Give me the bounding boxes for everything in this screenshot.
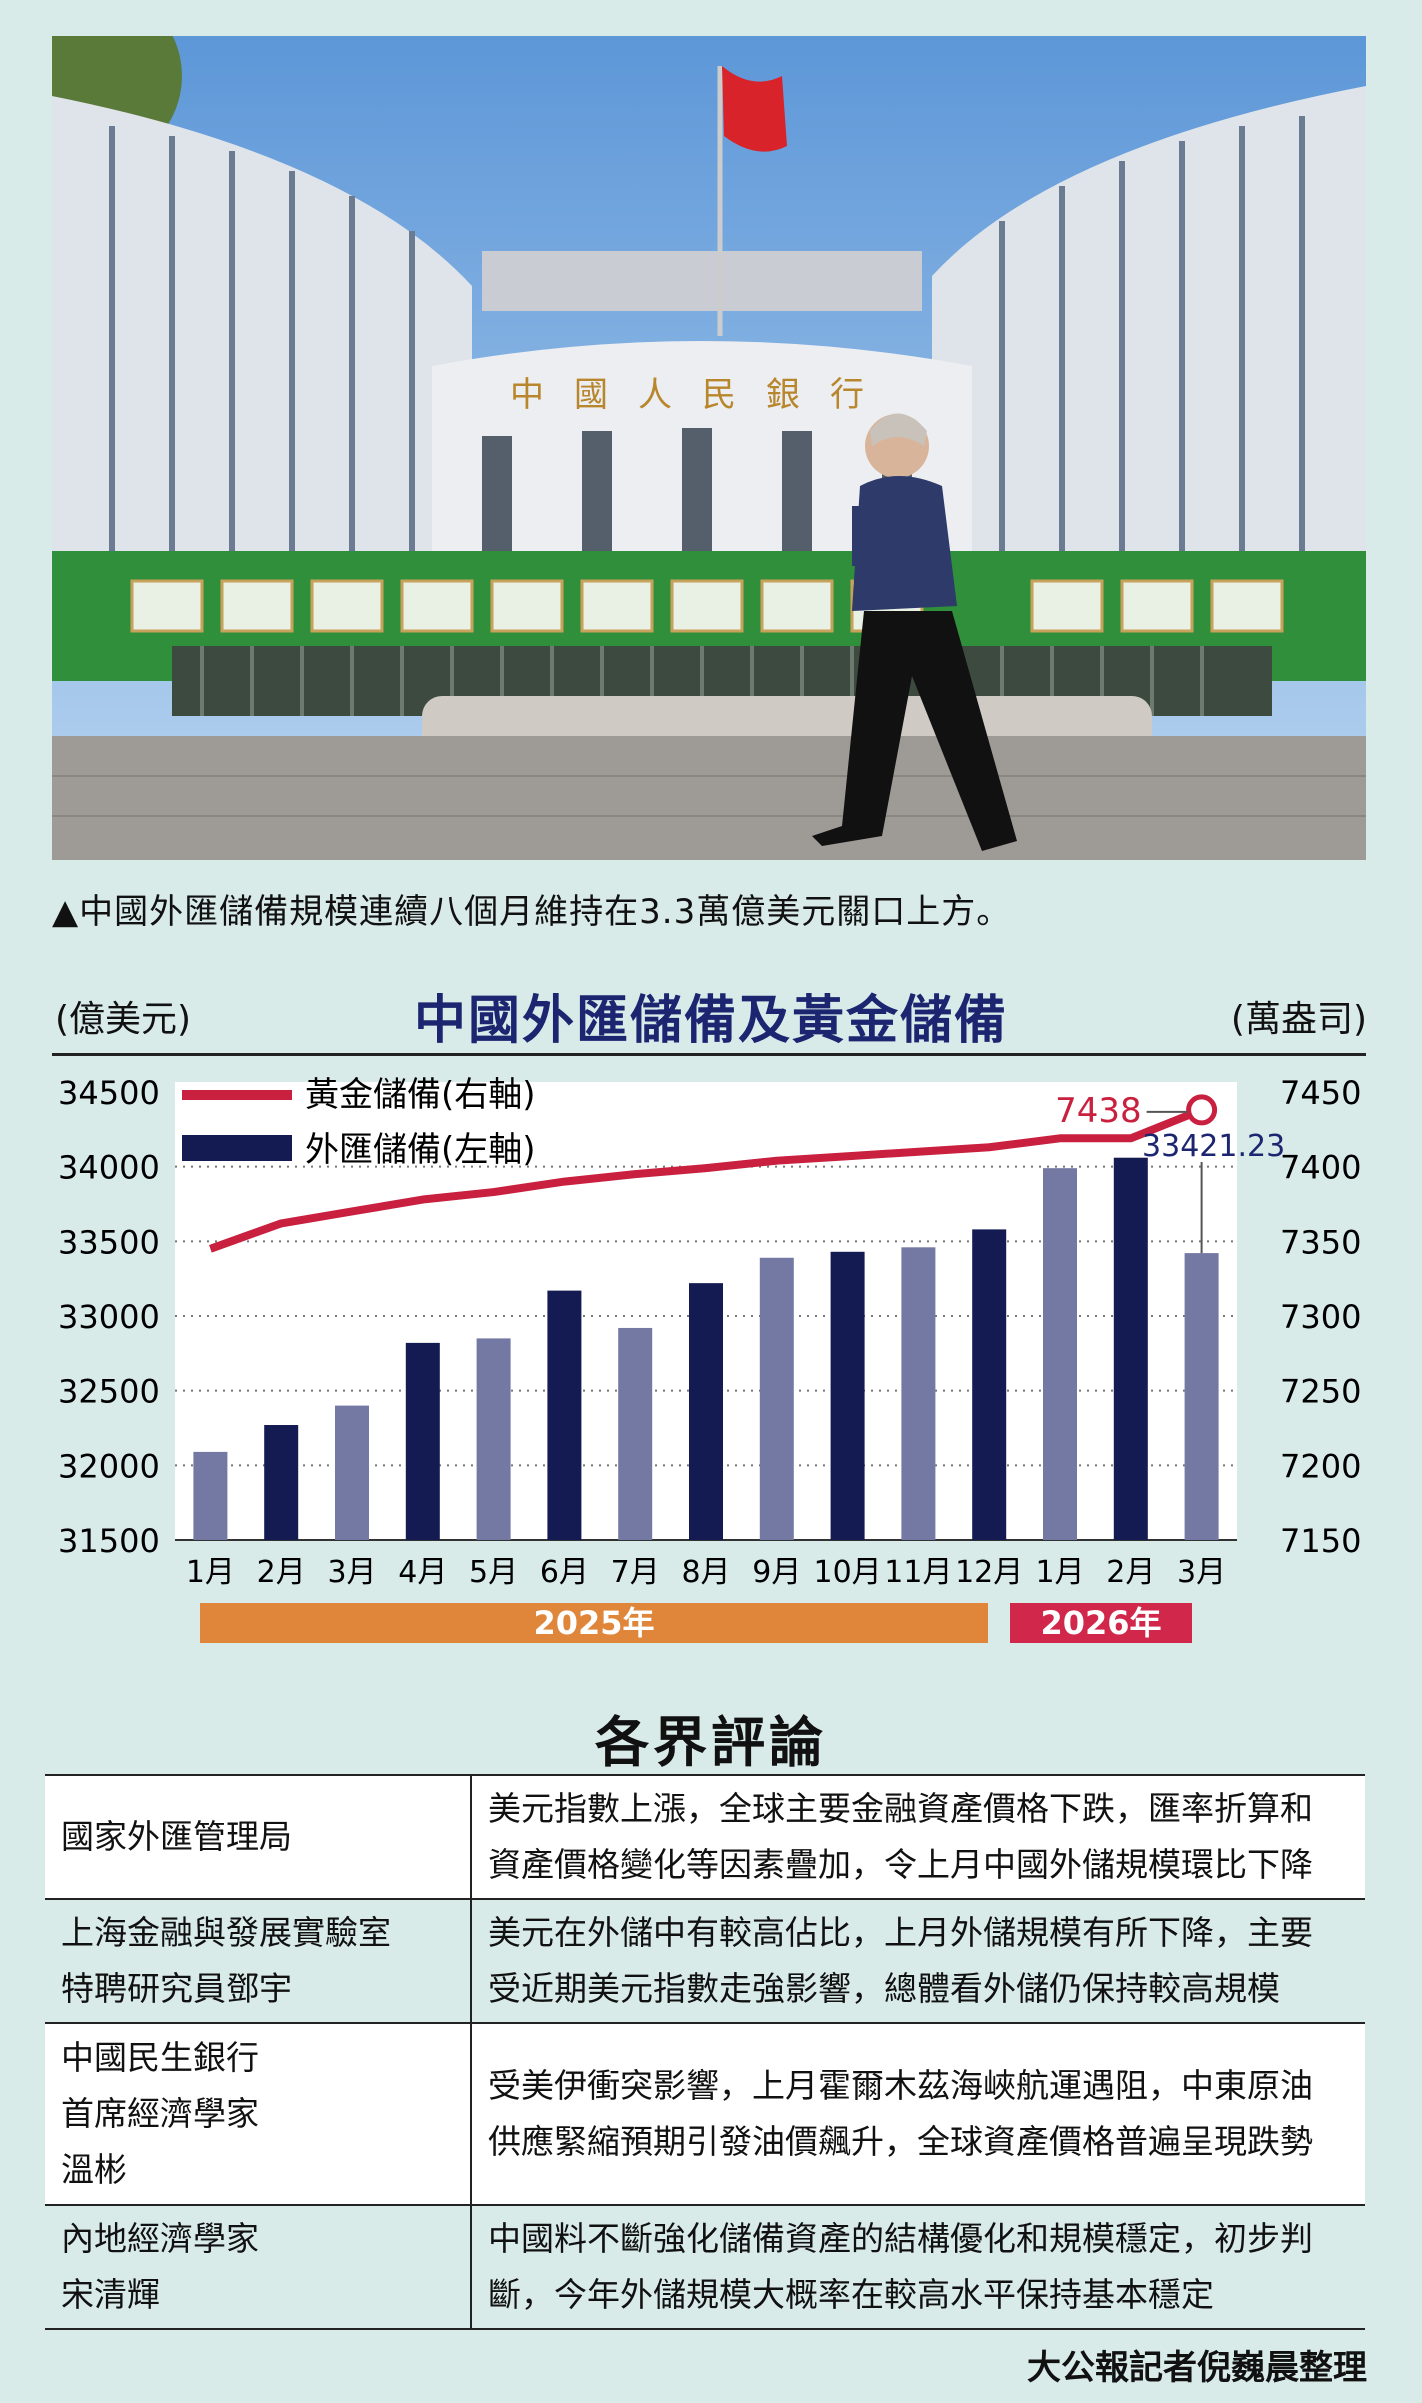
legend-label-fx: 外匯儲備(左軸): [305, 1130, 536, 1170]
fx-bar: [405, 1342, 440, 1540]
comment-source: 中國民生銀行 首席經濟學家 溫彬: [45, 2022, 472, 2205]
fx-bar: [972, 1229, 1007, 1540]
news-photo: 中國人民銀行: [52, 36, 1366, 860]
fx-bar: [476, 1338, 511, 1540]
pedestrian-figure: [812, 413, 1017, 851]
fx-bar: [1184, 1253, 1219, 1540]
text-line: 受美伊衝突影響，上月霍爾木茲海峽航運遇阻，中東原油: [488, 2066, 1313, 2105]
x-tick-label: 7月: [611, 1555, 660, 1590]
gold-last-point: [1186, 1094, 1218, 1126]
left-tick-label: 33500: [58, 1223, 160, 1261]
text-line: 供應緊縮預期引發油價飆升，全球資產價格普遍呈現跌勢: [488, 2122, 1313, 2161]
x-tick-label: 11月: [884, 1555, 952, 1590]
gold-last-value-label: 7438: [1055, 1091, 1142, 1131]
left-tick-label: 33000: [58, 1298, 160, 1336]
fx-bar: [1113, 1157, 1148, 1540]
fx-bar: [264, 1425, 299, 1540]
x-tick-label: 2月: [1106, 1555, 1155, 1590]
photo-caption: ▲中國外匯儲備規模連續八個月維持在3.3萬億美元關口上方。: [52, 892, 1012, 932]
comment-text: 美元在外儲中有較高佔比，上月外儲規模有所下降，主要 受近期美元指數走強影響，總體…: [471, 1898, 1365, 2023]
reserves-chart: 34500 34000 33500 33000 32500 32000 31500 7450 7…: [58, 1074, 1361, 1590]
left-tick-label: 34000: [58, 1149, 160, 1187]
year-band-2025: 2025年: [200, 1603, 988, 1643]
comment-source: 國家外匯管理局: [45, 1774, 472, 1899]
fx-last-value-label: 33421.23: [1142, 1129, 1285, 1164]
chart-title: 中國外匯儲備及黃金儲備: [413, 991, 1008, 1051]
building-sign: 中國人民銀行: [510, 375, 894, 415]
text-line: 斷，今年外儲規模大概率在較高水平保持基本穩定: [488, 2275, 1214, 2314]
text-line: 資產價格變化等因素疊加，令上月中國外儲規模環比下降: [488, 1845, 1313, 1884]
source-line: 國家外匯管理局: [61, 1817, 292, 1856]
source-line: 特聘研究員鄧宇: [61, 1969, 292, 2008]
text-line: 中國料不斷強化儲備資產的結構優化和規模穩定，初步判: [488, 2219, 1313, 2258]
comments-title: 各界評論: [595, 1711, 827, 1774]
source-line: 溫彬: [61, 2150, 127, 2189]
right-tick-label: 7150: [1280, 1522, 1361, 1560]
right-tick-label: 7450: [1280, 1074, 1361, 1112]
source-line: 中國民生銀行: [61, 2038, 259, 2077]
x-tick-label: 5月: [469, 1555, 518, 1590]
text-line: 美元指數上漲，全球主要金融資產價格下跌，匯率折算和: [488, 1789, 1313, 1828]
comment-row: 上海金融與發展實驗室 特聘研究員鄧宇 美元在外儲中有較高佔比，上月外儲規模有所下…: [45, 1898, 1365, 2023]
x-tick-label: 9月: [752, 1555, 801, 1590]
comment-row: 內地經濟學家 宋清輝 中國料不斷強化儲備資產的結構優化和規模穩定，初步判 斷，今…: [45, 2204, 1365, 2330]
comment-text: 受美伊衝突影響，上月霍爾木茲海峽航運遇阻，中東原油 供應緊縮預期引發油價飆升，全…: [471, 2022, 1365, 2205]
legend-swatch-fx: [182, 1135, 292, 1161]
x-tick-label: 1月: [186, 1555, 235, 1590]
fx-bar: [689, 1283, 723, 1540]
x-tick-label: 3月: [1177, 1555, 1226, 1590]
right-tick-label: 7300: [1280, 1298, 1361, 1336]
source-line: 首席經濟學家: [61, 2094, 259, 2133]
legend-label-gold: 黃金儲備(右軸): [305, 1075, 536, 1115]
right-tick-label: 7250: [1280, 1373, 1361, 1411]
left-tick-label: 31500: [58, 1522, 160, 1560]
pboc-building-illustration: 中國人民銀行: [52, 36, 1366, 860]
left-axis-unit: (億美元): [55, 999, 192, 1040]
x-tick-label: 3月: [327, 1555, 376, 1590]
source-line: 內地經濟學家: [61, 2219, 259, 2258]
gold-line: [209, 1106, 1204, 1253]
x-tick-label: 6月: [540, 1555, 589, 1590]
title-divider: [52, 1053, 1366, 1056]
x-tick-label: 10月: [814, 1555, 882, 1590]
right-axis-unit: (萬盎司): [1230, 999, 1367, 1040]
source-line: 宋清輝: [61, 2275, 160, 2314]
comment-row: 中國民生銀行 首席經濟學家 溫彬 受美伊衝突影響，上月霍爾木茲海峽航運遇阻，中東…: [45, 2022, 1365, 2205]
year-band-2026: 2026年: [1010, 1603, 1192, 1643]
left-tick-label: 32500: [58, 1373, 160, 1411]
left-tick-label: 32000: [58, 1447, 160, 1485]
fx-bar: [618, 1327, 653, 1540]
x-tick-label: 4月: [398, 1555, 447, 1590]
comment-text: 美元指數上漲，全球主要金融資產價格下跌，匯率折算和 資產價格變化等因素疊加，令上…: [471, 1774, 1365, 1899]
source-line: 上海金融與發展實驗室: [61, 1913, 391, 1952]
fx-bar: [335, 1405, 369, 1540]
legend-swatch-gold: [182, 1090, 292, 1100]
comment-row: 國家外匯管理局 美元指數上漲，全球主要金融資產價格下跌，匯率折算和 資產價格變化…: [45, 1774, 1365, 1899]
x-tick-label: 1月: [1035, 1555, 1084, 1590]
left-tick-label: 34500: [58, 1074, 160, 1112]
x-tick-label: 2月: [257, 1555, 306, 1590]
fx-bar: [193, 1451, 228, 1540]
comments-table: 國家外匯管理局 美元指數上漲，全球主要金融資產價格下跌，匯率折算和 資產價格變化…: [45, 1774, 1365, 2330]
text-line: 受近期美元指數走強影響，總體看外儲仍保持較高規模: [488, 1969, 1280, 2008]
fx-bar: [901, 1247, 936, 1540]
legend: 黃金儲備(右軸) 外匯儲備(左軸): [182, 1075, 536, 1170]
right-tick-label: 7200: [1280, 1447, 1361, 1485]
comment-source: 上海金融與發展實驗室 特聘研究員鄧宇: [45, 1898, 472, 2023]
comment-text: 中國料不斷強化儲備資產的結構優化和規模穩定，初步判 斷，今年外儲規模大概率在較高…: [471, 2204, 1365, 2330]
fx-bar: [1043, 1168, 1077, 1540]
reporter-credit: 大公報記者倪巍晨整理: [1027, 2348, 1367, 2388]
comment-source: 內地經濟學家 宋清輝: [45, 2204, 472, 2330]
right-tick-label: 7400: [1280, 1149, 1361, 1187]
text-line: 美元在外儲中有較高佔比，上月外儲規模有所下降，主要: [488, 1913, 1313, 1952]
right-tick-label: 7350: [1280, 1223, 1361, 1261]
x-tick-label: 8月: [681, 1555, 730, 1590]
x-tick-label: 12月: [955, 1555, 1023, 1590]
fx-bar: [547, 1290, 582, 1540]
fx-bar: [830, 1251, 865, 1540]
fx-bar: [759, 1257, 794, 1540]
